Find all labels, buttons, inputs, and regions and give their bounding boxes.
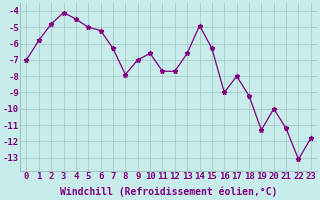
X-axis label: Windchill (Refroidissement éolien,°C): Windchill (Refroidissement éolien,°C) — [60, 187, 277, 197]
